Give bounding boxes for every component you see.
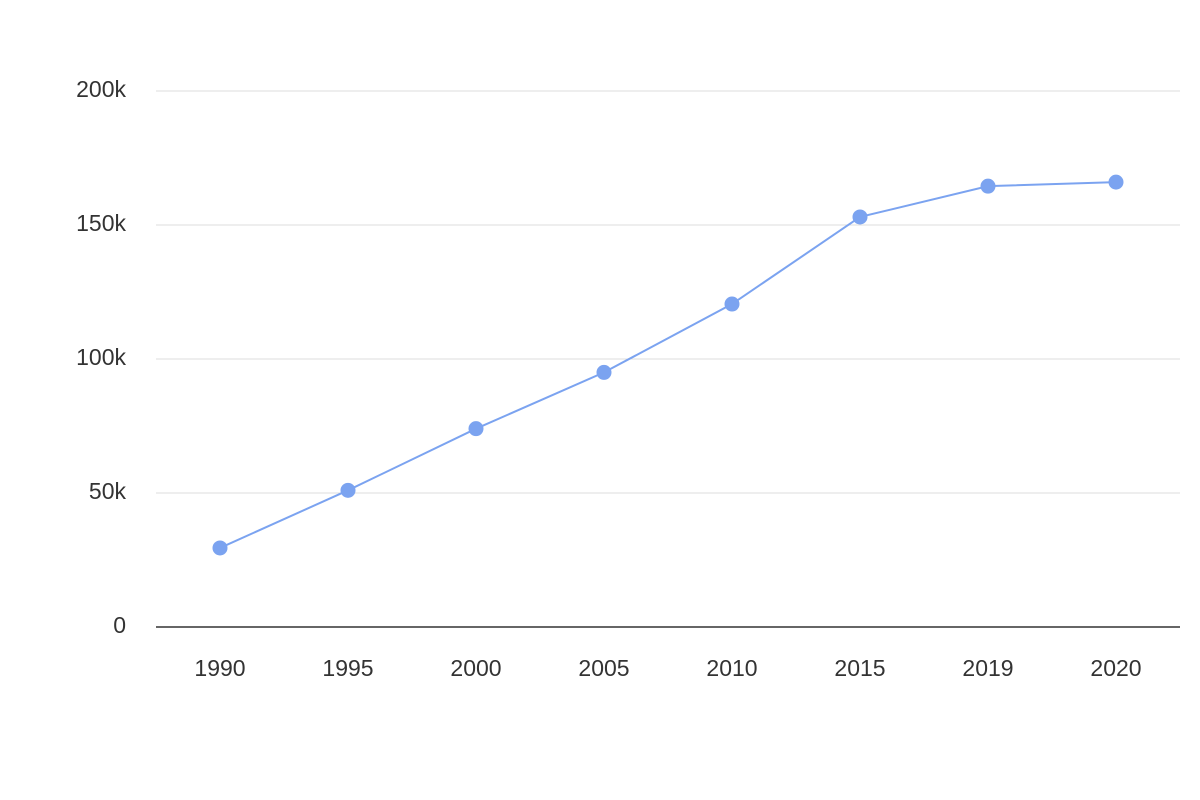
x-tick-label: 2019 — [962, 655, 1013, 681]
data-point — [340, 482, 356, 498]
x-tick-label: 2010 — [706, 655, 757, 681]
data-point — [980, 178, 996, 194]
data-point — [852, 209, 868, 225]
x-tick-label: 2020 — [1090, 655, 1141, 681]
y-tick-label: 0 — [113, 612, 126, 638]
x-tick-label: 1995 — [322, 655, 373, 681]
y-tick-label: 200k — [76, 76, 126, 102]
y-tick-label: 100k — [76, 344, 126, 370]
y-tick-label: 50k — [89, 478, 127, 504]
x-tick-label: 1990 — [194, 655, 245, 681]
data-point — [212, 540, 228, 556]
y-tick-label: 150k — [76, 210, 126, 236]
data-point — [724, 296, 740, 312]
data-point — [596, 364, 612, 380]
data-line — [219, 181, 1117, 549]
x-tick-label: 2005 — [578, 655, 629, 681]
x-tick-label: 2000 — [450, 655, 501, 681]
data-point — [468, 421, 484, 437]
x-tick-label: 2015 — [834, 655, 885, 681]
data-point — [1108, 174, 1124, 190]
